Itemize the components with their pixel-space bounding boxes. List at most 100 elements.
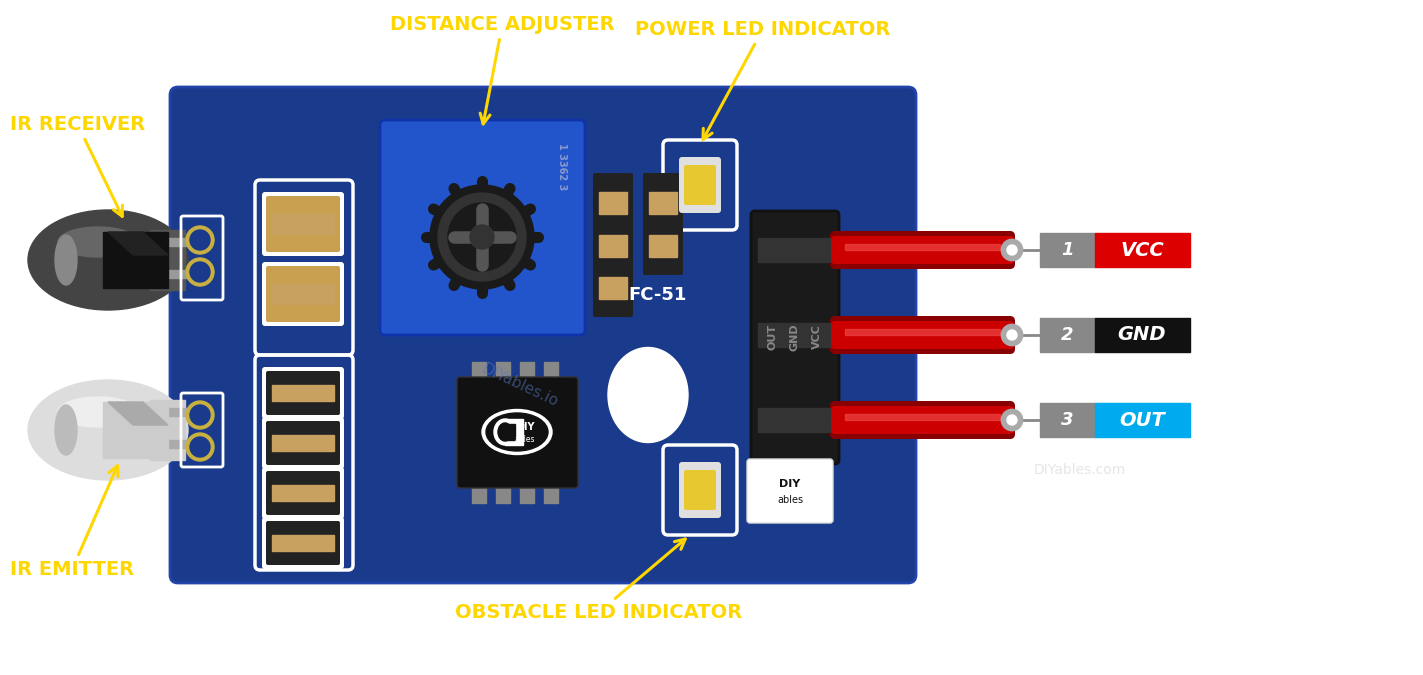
Text: IR RECEIVER: IR RECEIVER: [10, 115, 145, 217]
Ellipse shape: [55, 235, 77, 285]
FancyBboxPatch shape: [830, 316, 1015, 354]
Bar: [168, 270, 191, 278]
FancyBboxPatch shape: [684, 165, 716, 205]
Bar: [758, 408, 832, 432]
Polygon shape: [108, 232, 168, 255]
Ellipse shape: [58, 227, 138, 257]
Text: 2: 2: [1060, 326, 1073, 344]
FancyBboxPatch shape: [262, 467, 344, 519]
FancyBboxPatch shape: [266, 371, 340, 415]
Text: DIYables.io: DIYables.io: [480, 360, 561, 409]
Bar: [1096, 318, 1190, 352]
Text: ables: ables: [777, 495, 803, 505]
FancyBboxPatch shape: [169, 87, 916, 583]
FancyBboxPatch shape: [593, 216, 633, 275]
Bar: [845, 414, 1000, 420]
FancyBboxPatch shape: [262, 417, 344, 469]
Bar: [519, 485, 534, 503]
FancyBboxPatch shape: [266, 521, 340, 565]
Ellipse shape: [608, 348, 687, 443]
Ellipse shape: [498, 423, 512, 441]
FancyBboxPatch shape: [380, 120, 585, 335]
Bar: [272, 385, 334, 401]
FancyBboxPatch shape: [831, 321, 1015, 349]
FancyBboxPatch shape: [262, 367, 344, 419]
Bar: [1040, 233, 1096, 267]
FancyBboxPatch shape: [593, 258, 633, 317]
Bar: [758, 323, 832, 347]
FancyBboxPatch shape: [262, 517, 344, 569]
Bar: [272, 435, 334, 451]
Ellipse shape: [28, 380, 188, 480]
Circle shape: [470, 225, 494, 249]
Bar: [758, 238, 832, 262]
Bar: [272, 535, 334, 551]
Text: DIY: DIY: [515, 422, 534, 432]
FancyBboxPatch shape: [589, 254, 638, 321]
FancyBboxPatch shape: [266, 266, 340, 322]
Text: OUT: OUT: [768, 324, 778, 350]
Circle shape: [430, 185, 534, 289]
Bar: [1040, 318, 1096, 352]
Bar: [599, 234, 628, 256]
Bar: [149, 400, 185, 460]
Bar: [1096, 403, 1190, 437]
Text: 1 3362 3: 1 3362 3: [556, 143, 566, 190]
Bar: [272, 485, 334, 501]
Circle shape: [186, 433, 213, 461]
Text: VCC: VCC: [1120, 240, 1164, 259]
Circle shape: [1007, 415, 1017, 425]
Circle shape: [1002, 410, 1022, 430]
Bar: [505, 424, 515, 440]
Bar: [102, 232, 168, 288]
Text: DIY: DIY: [780, 479, 801, 489]
Circle shape: [191, 262, 211, 282]
Ellipse shape: [28, 210, 188, 310]
Ellipse shape: [482, 410, 552, 454]
Ellipse shape: [55, 405, 77, 455]
FancyBboxPatch shape: [639, 212, 687, 279]
Bar: [1040, 403, 1096, 437]
Bar: [649, 192, 677, 213]
Bar: [649, 234, 677, 256]
FancyBboxPatch shape: [266, 196, 340, 252]
FancyBboxPatch shape: [830, 401, 1015, 439]
Bar: [272, 213, 334, 234]
FancyBboxPatch shape: [830, 231, 1015, 269]
Text: 3: 3: [1060, 411, 1073, 429]
FancyBboxPatch shape: [747, 459, 832, 523]
Bar: [519, 362, 534, 380]
Bar: [497, 362, 509, 380]
Circle shape: [191, 437, 211, 457]
Ellipse shape: [487, 413, 548, 451]
Bar: [544, 485, 558, 503]
FancyBboxPatch shape: [751, 211, 840, 464]
Text: GND: GND: [790, 323, 800, 351]
Text: IR EMITTER: IR EMITTER: [10, 466, 134, 579]
Bar: [599, 192, 628, 213]
FancyBboxPatch shape: [589, 212, 638, 279]
Circle shape: [191, 405, 211, 425]
FancyBboxPatch shape: [831, 406, 1015, 434]
Ellipse shape: [494, 419, 517, 445]
Bar: [168, 440, 191, 448]
Circle shape: [1007, 330, 1017, 340]
Bar: [845, 244, 1000, 250]
Circle shape: [191, 230, 211, 250]
FancyBboxPatch shape: [643, 216, 683, 275]
Circle shape: [186, 401, 213, 429]
FancyBboxPatch shape: [262, 192, 344, 256]
Circle shape: [186, 226, 213, 254]
FancyBboxPatch shape: [831, 236, 1015, 264]
Circle shape: [1002, 240, 1022, 260]
FancyBboxPatch shape: [266, 471, 340, 515]
Bar: [497, 485, 509, 503]
Bar: [544, 362, 558, 380]
FancyBboxPatch shape: [684, 470, 716, 510]
Bar: [272, 284, 334, 304]
Text: 1: 1: [1060, 241, 1073, 259]
FancyBboxPatch shape: [262, 262, 344, 326]
Bar: [168, 238, 191, 246]
Text: POWER LED INDICATOR: POWER LED INDICATOR: [635, 20, 891, 140]
FancyBboxPatch shape: [639, 169, 687, 236]
